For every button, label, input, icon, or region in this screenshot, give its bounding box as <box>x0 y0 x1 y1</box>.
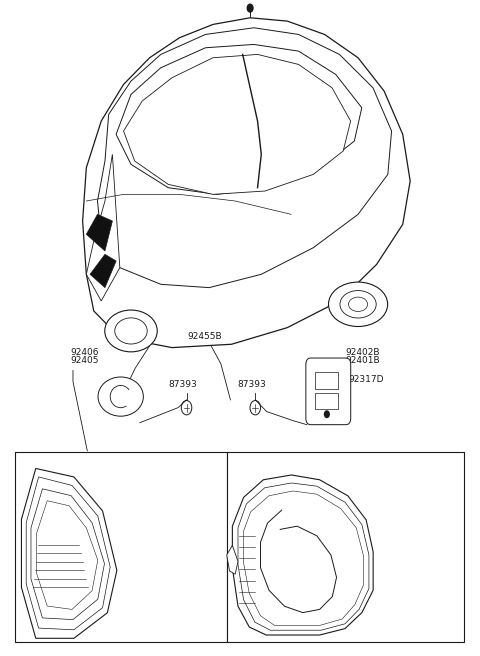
Polygon shape <box>86 215 112 251</box>
Polygon shape <box>238 483 369 630</box>
Circle shape <box>324 411 329 417</box>
Ellipse shape <box>348 297 368 312</box>
Text: 92402B: 92402B <box>345 348 380 357</box>
Ellipse shape <box>98 377 144 416</box>
Ellipse shape <box>328 282 388 327</box>
Polygon shape <box>86 154 120 301</box>
Polygon shape <box>36 501 98 609</box>
Text: 87393: 87393 <box>237 380 266 390</box>
Polygon shape <box>123 54 350 194</box>
Text: 87393: 87393 <box>168 380 197 390</box>
Bar <box>315 393 338 409</box>
Polygon shape <box>83 18 410 348</box>
Polygon shape <box>31 489 105 620</box>
Polygon shape <box>244 491 363 625</box>
Polygon shape <box>22 468 117 638</box>
Polygon shape <box>26 477 110 630</box>
Bar <box>315 373 338 390</box>
Polygon shape <box>116 45 362 194</box>
Ellipse shape <box>115 318 147 344</box>
Ellipse shape <box>340 291 376 318</box>
Polygon shape <box>227 545 238 574</box>
Text: 92455B: 92455B <box>188 332 222 341</box>
Polygon shape <box>232 475 373 635</box>
Bar <box>227 452 464 642</box>
Bar <box>15 452 227 642</box>
Text: 92137: 92137 <box>128 332 156 341</box>
Polygon shape <box>97 28 392 287</box>
Text: 92401B: 92401B <box>345 356 380 365</box>
Circle shape <box>247 4 253 12</box>
Text: 92406: 92406 <box>71 348 99 357</box>
Text: 92317D: 92317D <box>349 375 384 384</box>
FancyBboxPatch shape <box>306 358 351 424</box>
Ellipse shape <box>105 310 157 352</box>
Polygon shape <box>90 255 116 287</box>
Text: 92405: 92405 <box>71 356 99 365</box>
